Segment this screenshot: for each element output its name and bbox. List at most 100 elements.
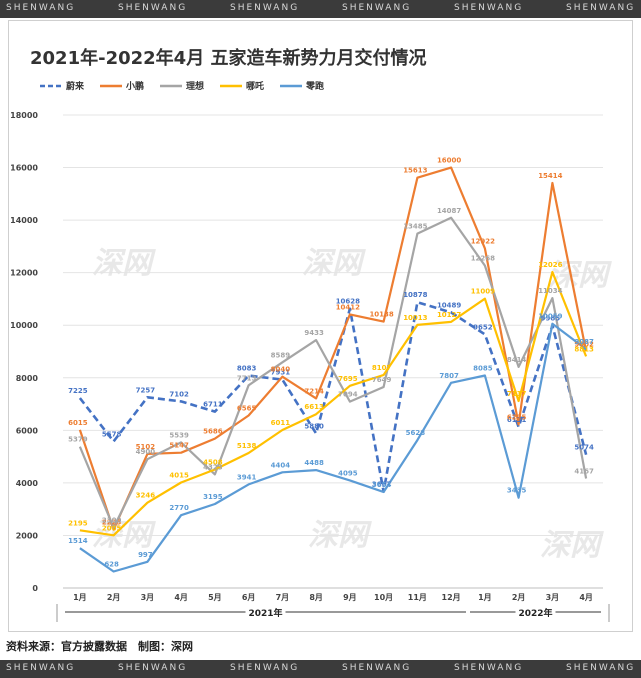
data-label: 5880 (304, 422, 324, 430)
x-tick-label: 6月 (242, 593, 256, 602)
data-label: 5578 (102, 430, 122, 438)
data-label: 8589 (271, 351, 291, 359)
data-label: 9087 (574, 338, 594, 346)
series-line-小鹏 (78, 166, 588, 531)
data-label: 12922 (471, 237, 495, 245)
watermark-text: SHENWANG (454, 663, 524, 673)
chart-title: 2021年-2022年4月 五家造车新势力月交付情况 (30, 48, 427, 69)
watermark-text: SHENWANG (454, 3, 524, 13)
data-label: 14087 (437, 207, 461, 215)
x-tick-label: 8月 (309, 593, 323, 602)
data-label: 2300 (102, 517, 122, 525)
y-tick-label: 14000 (10, 216, 38, 225)
watermark-text: SHENWANG (566, 3, 636, 13)
data-label: 10013 (403, 314, 427, 322)
data-label: 6225 (507, 413, 527, 421)
legend-label: 零跑 (305, 80, 324, 92)
logo-watermark: 深网 (302, 246, 362, 281)
data-label: 8040 (271, 366, 291, 374)
data-label: 9002 (574, 340, 594, 348)
data-label: 6565 (237, 404, 257, 412)
watermark-text: SHENWANG (230, 663, 300, 673)
data-label: 12268 (471, 255, 495, 263)
data-label: 15613 (403, 167, 427, 175)
data-label: 6011 (271, 419, 291, 427)
data-label: 10127 (437, 311, 461, 319)
data-label: 10489 (437, 301, 461, 309)
y-tick-label: 6000 (16, 426, 39, 435)
data-label: 5074 (574, 444, 594, 452)
data-label: 5138 (237, 442, 257, 450)
data-label: 3246 (136, 492, 156, 500)
watermark-text: SHENWANG (230, 3, 300, 13)
y-tick-label: 2000 (16, 531, 39, 540)
series-line-零跑 (79, 322, 587, 573)
data-label: 2770 (169, 504, 189, 512)
data-label: 5147 (169, 442, 189, 450)
data-label: 6015 (68, 419, 88, 427)
y-tick-label: 10000 (10, 321, 38, 330)
data-label: 7225 (68, 387, 88, 395)
series-line-哪吒 (79, 270, 588, 537)
data-label: 2195 (68, 519, 88, 527)
y-tick-label: 4000 (16, 479, 39, 488)
x-tick-label: 11月 (408, 593, 427, 602)
data-label: 7214 (304, 387, 324, 395)
data-label: 9652 (473, 323, 493, 331)
legend-label: 蔚来 (66, 80, 85, 92)
data-label: 16000 (437, 157, 461, 165)
data-label: 7649 (372, 376, 392, 384)
data-label: 3435 (507, 487, 527, 495)
y-tick-label: 16000 (10, 164, 38, 173)
data-label: 7931 (271, 369, 291, 377)
x-tick-label: 7月 (276, 593, 290, 602)
x-tick-label: 2月 (512, 593, 526, 602)
data-label: 15414 (538, 172, 562, 180)
series-line-理想 (78, 216, 588, 529)
y-tick-label: 8000 (16, 374, 39, 383)
data-label: 1514 (68, 537, 88, 545)
data-label: 6131 (507, 416, 527, 424)
data-label: 8813 (574, 345, 594, 353)
data-label: 3654 (372, 481, 392, 489)
x-tick-label: 3月 (546, 593, 560, 602)
data-label: 6711 (203, 401, 223, 409)
data-label: 8085 (473, 365, 493, 373)
data-label: 7257 (136, 386, 156, 394)
data-label: 5102 (136, 443, 156, 451)
data-label: 7713 (237, 374, 257, 382)
top-watermark-band: SHENWANG SHENWANG SHENWANG SHENWANG SHEN… (0, 0, 641, 18)
bottom-watermark-band: SHENWANG SHENWANG SHENWANG SHENWANG SHEN… (0, 660, 641, 678)
y-tick-label: 0 (32, 584, 38, 593)
watermark-text: SHENWANG (6, 3, 76, 13)
data-label: 997 (138, 551, 153, 559)
data-label: 5686 (203, 428, 223, 436)
x-tick-label: 3月 (141, 593, 155, 602)
data-label: 2005 (102, 524, 122, 532)
data-label: 6613 (304, 403, 324, 411)
y-tick-label: 12000 (10, 269, 38, 278)
data-label: 10412 (336, 303, 360, 311)
data-label: 10878 (403, 291, 427, 299)
logo-watermark: 深网 (92, 246, 152, 281)
x-tick-label: 4月 (579, 593, 593, 602)
data-label: 4095 (338, 469, 358, 477)
source-note: 资料来源：官方披露数据 制图：深网 (6, 640, 193, 653)
data-label: 4900 (136, 448, 156, 456)
data-label: 3195 (203, 493, 223, 501)
data-label: 7094 (338, 391, 358, 399)
watermark-text: SHENWANG (6, 663, 76, 673)
data-label: 7117 (507, 390, 527, 398)
data-label: 5628 (406, 429, 426, 437)
data-label: 10059 (538, 313, 562, 321)
data-label: 4015 (169, 471, 189, 479)
data-label: 8083 (237, 365, 257, 373)
legend-label: 哪吒 (246, 80, 264, 92)
legend-label: 理想 (186, 80, 204, 92)
data-label: 5539 (169, 431, 189, 439)
data-label: 13485 (403, 223, 427, 231)
data-label: 9433 (304, 329, 324, 337)
data-label: 3941 (237, 473, 257, 481)
year-group-label: 2022年 (518, 607, 552, 619)
